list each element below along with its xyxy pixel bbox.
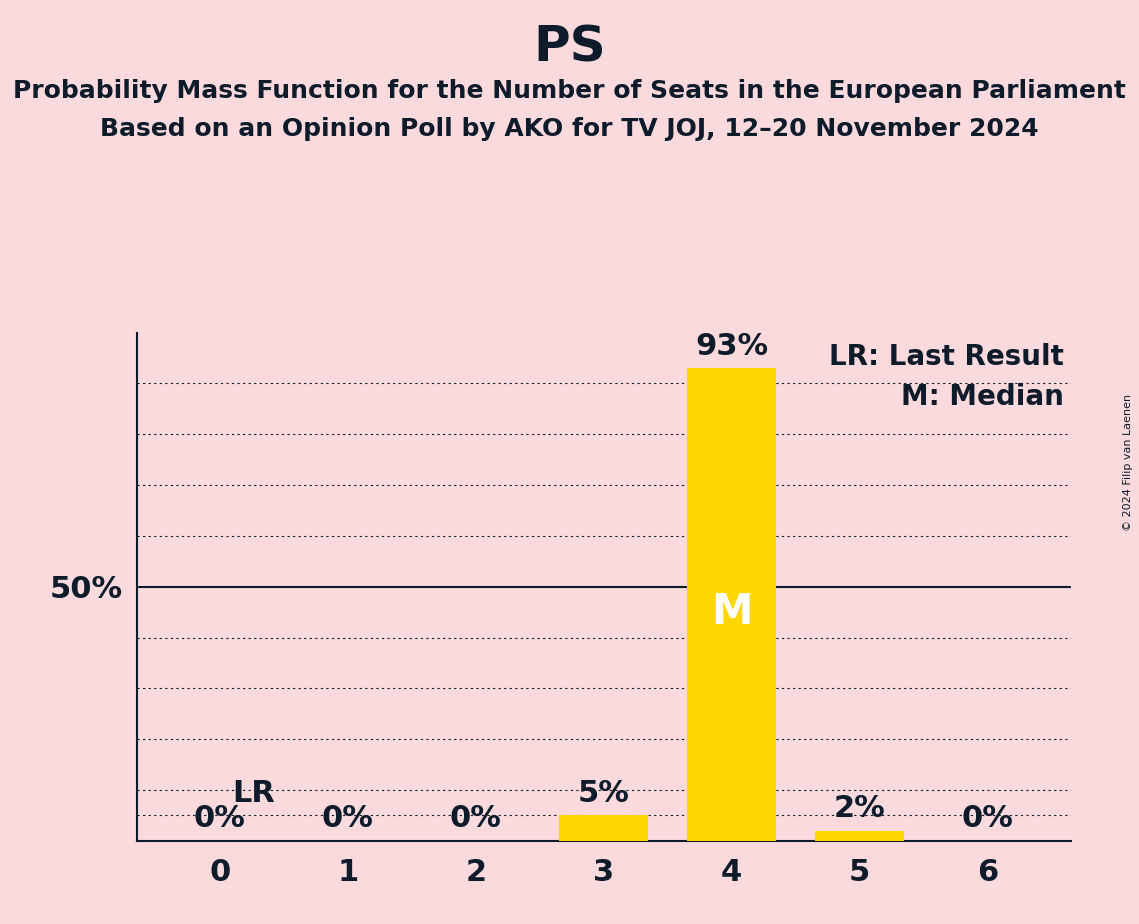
Text: 0%: 0%: [961, 804, 1014, 833]
Text: M: Median: M: Median: [901, 383, 1064, 411]
Text: LR: LR: [232, 779, 276, 808]
Text: Probability Mass Function for the Number of Seats in the European Parliament: Probability Mass Function for the Number…: [13, 79, 1126, 103]
Text: M: M: [711, 591, 753, 633]
Text: PS: PS: [533, 23, 606, 71]
Text: 5%: 5%: [577, 779, 630, 808]
Text: © 2024 Filip van Laenen: © 2024 Filip van Laenen: [1123, 394, 1133, 530]
Text: 0%: 0%: [322, 804, 374, 833]
Bar: [814, 831, 904, 841]
Text: 93%: 93%: [695, 332, 768, 360]
Text: 0%: 0%: [194, 804, 246, 833]
Bar: [559, 816, 648, 841]
Text: Based on an Opinion Poll by AKO for TV JOJ, 12–20 November 2024: Based on an Opinion Poll by AKO for TV J…: [100, 117, 1039, 141]
Text: 2%: 2%: [834, 794, 885, 823]
Text: LR: Last Result: LR: Last Result: [829, 343, 1064, 371]
Bar: [687, 368, 777, 841]
Text: 0%: 0%: [450, 804, 501, 833]
